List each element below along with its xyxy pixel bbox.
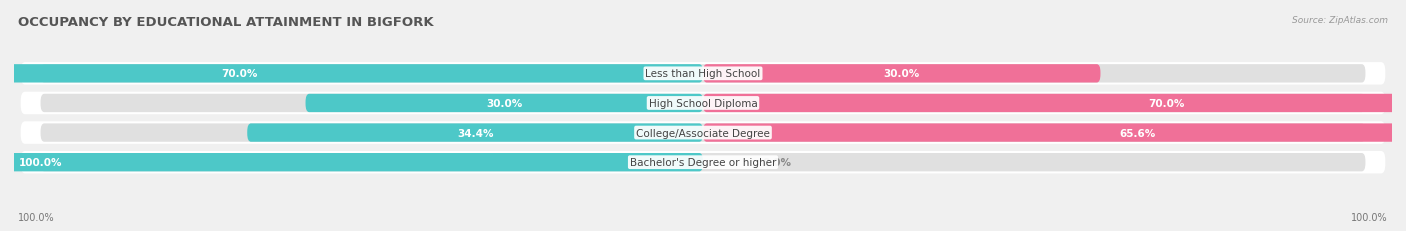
FancyBboxPatch shape [41, 124, 1365, 142]
FancyBboxPatch shape [703, 124, 1406, 142]
Text: 30.0%: 30.0% [883, 69, 920, 79]
Text: 70.0%: 70.0% [221, 69, 257, 79]
Text: 30.0%: 30.0% [486, 99, 523, 109]
Text: 100.0%: 100.0% [18, 212, 55, 222]
FancyBboxPatch shape [703, 65, 1101, 83]
FancyBboxPatch shape [305, 94, 703, 113]
FancyBboxPatch shape [21, 122, 1385, 144]
Text: 70.0%: 70.0% [1149, 99, 1185, 109]
Text: OCCUPANCY BY EDUCATIONAL ATTAINMENT IN BIGFORK: OCCUPANCY BY EDUCATIONAL ATTAINMENT IN B… [18, 16, 434, 29]
Text: College/Associate Degree: College/Associate Degree [636, 128, 770, 138]
FancyBboxPatch shape [21, 92, 1385, 115]
Text: 100.0%: 100.0% [18, 158, 62, 167]
Text: Less than High School: Less than High School [645, 69, 761, 79]
Text: 100.0%: 100.0% [1351, 212, 1388, 222]
Text: Source: ZipAtlas.com: Source: ZipAtlas.com [1292, 16, 1388, 25]
Text: Bachelor's Degree or higher: Bachelor's Degree or higher [630, 158, 776, 167]
FancyBboxPatch shape [41, 153, 1365, 172]
Text: 0.0%: 0.0% [762, 158, 792, 167]
Text: 34.4%: 34.4% [457, 128, 494, 138]
FancyBboxPatch shape [0, 65, 703, 83]
FancyBboxPatch shape [247, 124, 703, 142]
FancyBboxPatch shape [21, 63, 1385, 85]
FancyBboxPatch shape [41, 65, 1365, 83]
FancyBboxPatch shape [703, 94, 1406, 113]
FancyBboxPatch shape [41, 94, 1365, 113]
Text: High School Diploma: High School Diploma [648, 99, 758, 109]
FancyBboxPatch shape [0, 153, 703, 172]
FancyBboxPatch shape [21, 151, 1385, 174]
Text: 65.6%: 65.6% [1119, 128, 1156, 138]
